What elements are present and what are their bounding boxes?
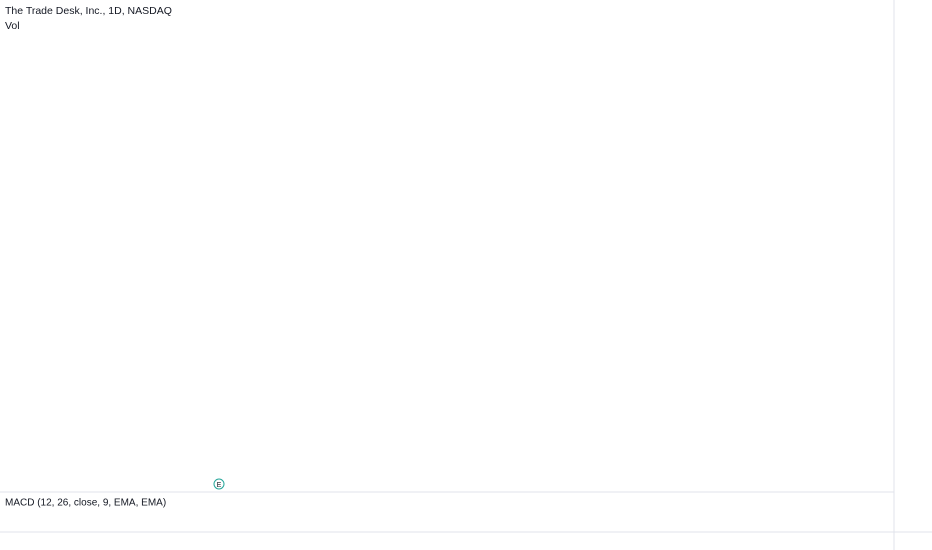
volume-label: Vol — [5, 20, 20, 32]
earnings-icon-letter: E — [217, 482, 222, 489]
macd-label: MACD (12, 26, close, 9, EMA, EMA) — [5, 498, 166, 509]
chart-title: The Trade Desk, Inc., 1D, NASDAQ — [5, 5, 172, 17]
earnings-icon[interactable] — [213, 478, 225, 490]
